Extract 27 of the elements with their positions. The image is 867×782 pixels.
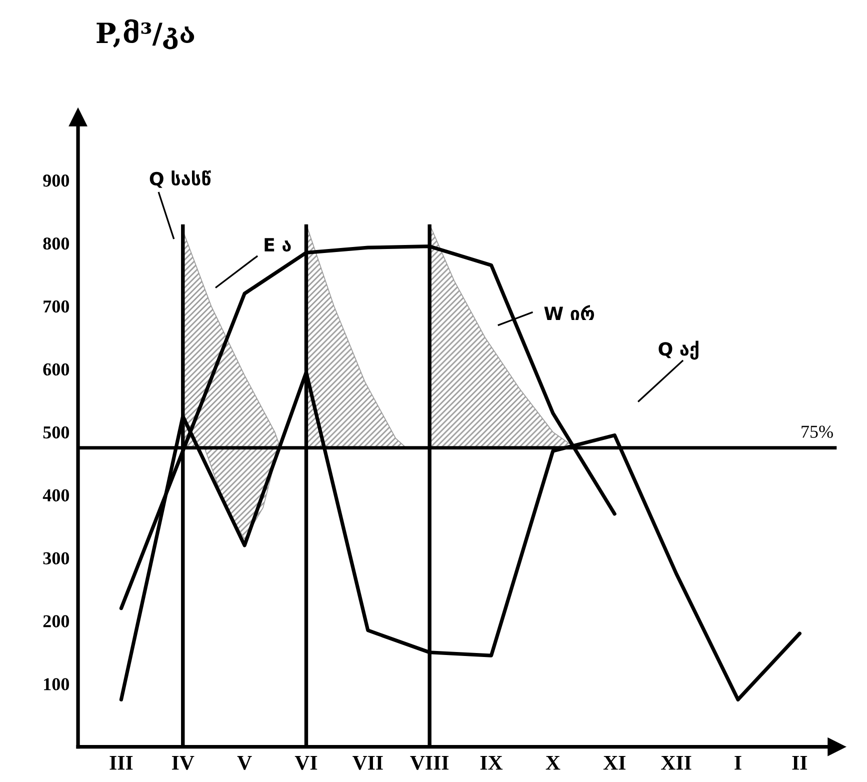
x-tick-label: I <box>734 756 742 770</box>
y-tick-label: 500 <box>43 426 70 438</box>
x-tick-label: IX <box>480 756 503 770</box>
annotation: 75% <box>802 426 833 438</box>
y-tick-label: 600 <box>43 363 70 376</box>
chart-title: P,მ³/კა <box>96 19 194 50</box>
y-tick-label: 700 <box>44 300 70 313</box>
x-tick-label: XI <box>603 756 626 770</box>
y-tick-label: 100 <box>44 678 70 690</box>
y-tick-label: 400 <box>42 489 70 502</box>
y-tick-label: 300 <box>43 552 70 564</box>
y-tick-label: 900 <box>43 174 70 187</box>
x-tick-label: II <box>792 756 808 770</box>
x-tick-label: VII <box>352 756 383 770</box>
annotation: W ირ <box>544 304 594 320</box>
x-tick-label: IV <box>172 756 194 770</box>
x-tick-label: XII <box>661 756 692 770</box>
x-tick-label: VI <box>294 756 318 770</box>
x-tick-label: X <box>546 756 560 770</box>
x-tick-label: V <box>237 756 252 770</box>
y-tick-label: 800 <box>43 237 70 250</box>
y-tick-label: 200 <box>43 615 70 628</box>
x-tick-label: VIII <box>410 756 449 770</box>
x-tick-label: III <box>110 756 133 770</box>
annotation: Q სასწ <box>150 170 211 188</box>
annotation: E ა <box>264 238 291 252</box>
annotation: Q აქ <box>658 340 698 360</box>
